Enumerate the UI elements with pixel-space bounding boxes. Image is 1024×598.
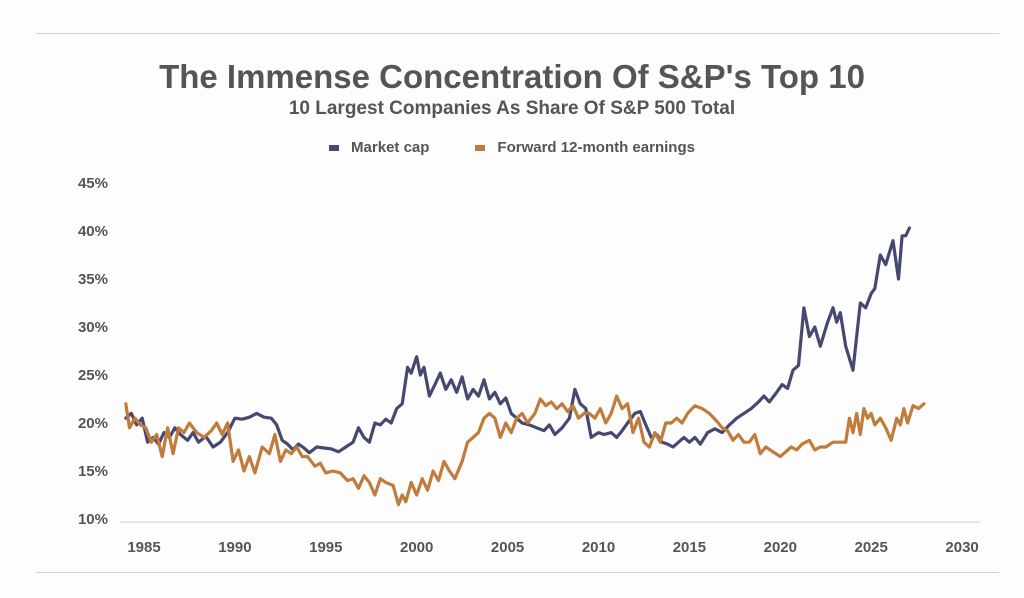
x-tick-label: 2025 [855,539,888,556]
chart-subtitle: 10 Largest Companies As Share Of S&P 500… [288,98,736,119]
legend: Market cap Forward 12-month earnings [0,139,1024,156]
x-tick-label: 1995 [309,539,342,556]
y-tick-label: 40% [78,223,108,240]
y-axis: 10% 15% 20% 25% 30% 35% 40% 45% [78,175,108,528]
y-tick-label: 15% [78,463,108,480]
x-tick-label: 1990 [218,539,251,556]
legend-item-market-cap: Market cap [329,139,429,156]
y-tick-label: 45% [78,175,108,192]
x-tick-label: 2030 [945,539,978,556]
chart-title: The Immense Concentration Of S&P's Top 1… [159,58,865,95]
y-tick-label: 10% [78,511,108,528]
x-tick-label: 2000 [400,539,433,556]
y-tick-label: 30% [78,319,108,336]
top-divider [36,33,999,34]
legend-label-market-cap: Market cap [351,139,430,156]
x-tick-label: 2020 [764,539,797,556]
legend-swatch-market-cap [329,144,340,151]
series-group [124,226,926,507]
x-tick-label: 2010 [582,539,615,556]
x-tick-label: 2015 [673,539,706,556]
bottom-divider [36,572,999,573]
y-tick-label: 35% [78,271,108,288]
legend-swatch-earnings [475,144,486,151]
y-tick-label: 20% [78,415,108,432]
x-axis: 1985 1990 1995 2000 2005 2010 2015 2020 2025 2030 [127,539,978,556]
series-line-forward-earnings [124,394,926,507]
legend-item-earnings: Forward 12-month earnings [475,139,695,156]
x-tick-label: 2005 [491,539,524,556]
legend-label-earnings: Forward 12-month earnings [497,139,695,156]
x-tick-label: 1985 [127,539,160,556]
y-tick-label: 25% [78,367,108,384]
